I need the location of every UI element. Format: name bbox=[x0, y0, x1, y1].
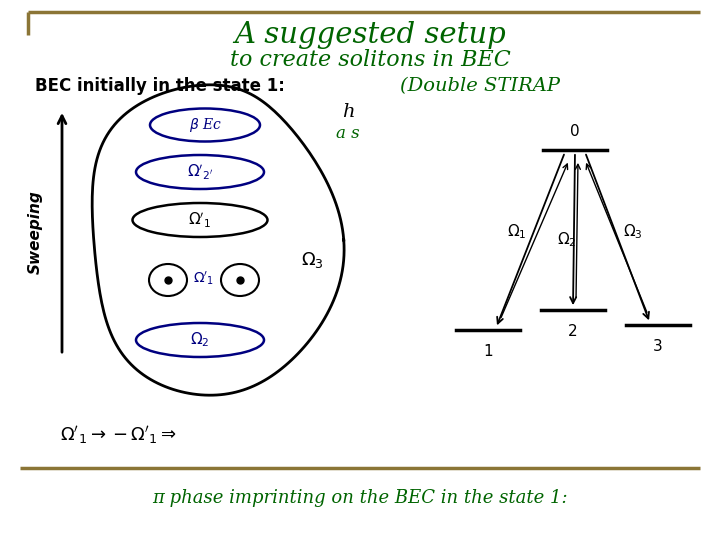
Text: $\Omega_3$: $\Omega_3$ bbox=[300, 250, 323, 270]
Text: $\Omega'_1$: $\Omega'_1$ bbox=[189, 211, 212, 229]
Text: BEC initially in the state 1:: BEC initially in the state 1: bbox=[35, 77, 285, 95]
Text: $\beta$ Ec: $\beta$ Ec bbox=[189, 116, 222, 134]
Text: $\Omega'_1$: $\Omega'_1$ bbox=[194, 269, 215, 287]
Text: 0: 0 bbox=[570, 124, 580, 139]
Text: $\Omega_1$: $\Omega_1$ bbox=[507, 222, 527, 241]
Text: A suggested setup: A suggested setup bbox=[234, 21, 506, 49]
Text: π phase imprinting on the BEC in the state 1:: π phase imprinting on the BEC in the sta… bbox=[152, 489, 568, 507]
Text: $\Omega'_{2'}$: $\Omega'_{2'}$ bbox=[187, 163, 213, 181]
Text: $\Omega_2$: $\Omega_2$ bbox=[190, 330, 210, 349]
Text: $\Omega_2$: $\Omega_2$ bbox=[557, 231, 577, 249]
Text: h: h bbox=[342, 103, 354, 121]
Text: Sweeping: Sweeping bbox=[27, 190, 42, 274]
Text: $\Omega'_1 \rightarrow -\Omega'_1 \Rightarrow$: $\Omega'_1 \rightarrow -\Omega'_1 \Right… bbox=[60, 424, 177, 446]
Text: a s: a s bbox=[336, 125, 360, 143]
Text: to create solitons in BEC: to create solitons in BEC bbox=[230, 49, 510, 71]
Text: 3: 3 bbox=[653, 339, 663, 354]
Text: 2: 2 bbox=[568, 324, 578, 339]
Text: (Double STIRAP: (Double STIRAP bbox=[400, 77, 560, 95]
Text: 1: 1 bbox=[483, 344, 492, 359]
Text: $\Omega_3$: $\Omega_3$ bbox=[623, 222, 643, 241]
